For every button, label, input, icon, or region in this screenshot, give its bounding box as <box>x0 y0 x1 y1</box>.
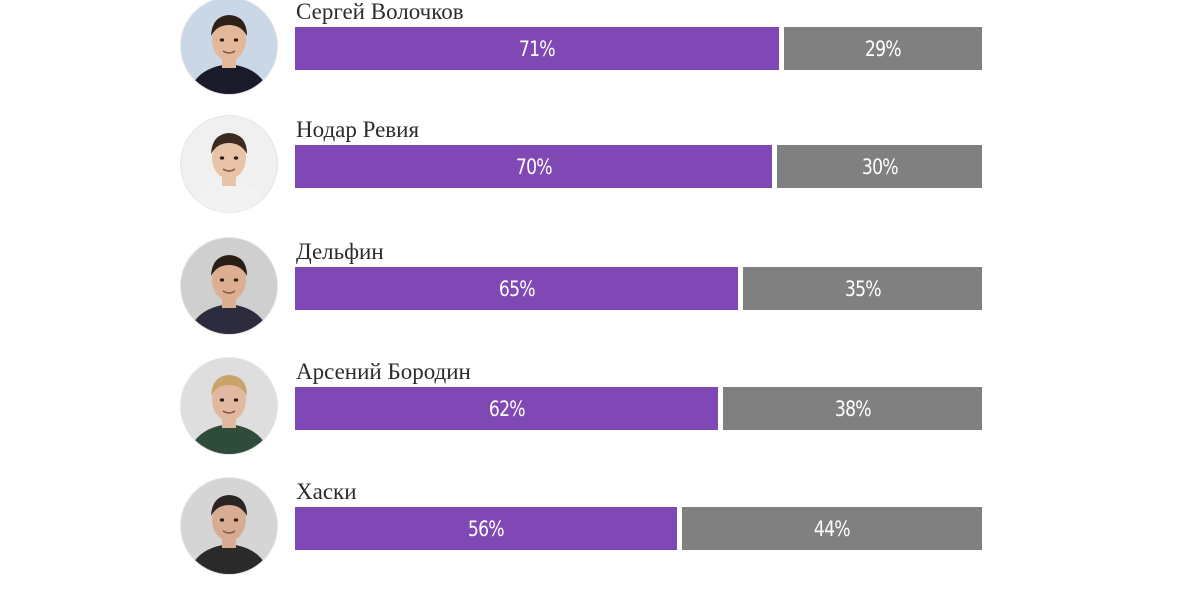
bar-no-label: 29% <box>865 36 902 61</box>
bar-yes: 70% <box>295 145 772 188</box>
bar-yes-label: 62% <box>488 396 526 421</box>
bar-yes: 65% <box>295 267 738 310</box>
chart-row: Сергей Волочков 71% 29% <box>0 0 1200 108</box>
bar-yes-label: 70% <box>515 154 553 179</box>
bar-no-label: 44% <box>814 516 851 541</box>
bar-yes: 62% <box>295 387 718 430</box>
chart-row: Арсений Бородин 62% 38% <box>0 348 1200 468</box>
bar-no-label: 38% <box>834 396 872 421</box>
bar-no: 38% <box>723 387 982 430</box>
person-photo-icon <box>181 116 277 212</box>
chart-row: Хаски 56% 44% <box>0 468 1200 588</box>
bar-yes: 56% <box>295 507 677 550</box>
bar-yes-label: 71% <box>519 36 556 61</box>
bar-no-label: 35% <box>844 276 882 301</box>
bar-yes: 71% <box>295 27 779 70</box>
chart-row: Нодар Ревия 70% 30% <box>0 106 1200 226</box>
person-name: Сергей Волочков <box>296 0 464 24</box>
person-name: Дельфин <box>296 239 384 264</box>
bar-no: 29% <box>784 27 982 70</box>
bar-no: 30% <box>777 145 982 188</box>
bar-yes-label: 65% <box>498 276 536 301</box>
bar-no-label: 30% <box>861 154 899 179</box>
person-photo-icon <box>181 0 277 94</box>
bar-no: 35% <box>743 267 982 310</box>
person-photo-icon <box>181 238 277 334</box>
person-name: Нодар Ревия <box>296 117 420 142</box>
bar-yes-label: 56% <box>468 516 505 541</box>
bar-no: 44% <box>682 507 982 550</box>
person-photo-icon <box>181 478 277 574</box>
person-name: Арсений Бородин <box>296 359 471 384</box>
person-photo-icon <box>181 358 277 454</box>
chart-row: Дельфин 65% 35% <box>0 228 1200 348</box>
person-name: Хаски <box>296 479 357 504</box>
